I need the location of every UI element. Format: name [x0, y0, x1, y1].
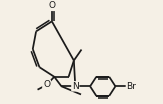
Text: O: O: [48, 1, 55, 10]
Text: Br: Br: [126, 82, 136, 91]
Text: N: N: [72, 82, 79, 91]
Text: O: O: [43, 80, 50, 89]
Text: O: O: [43, 80, 50, 89]
